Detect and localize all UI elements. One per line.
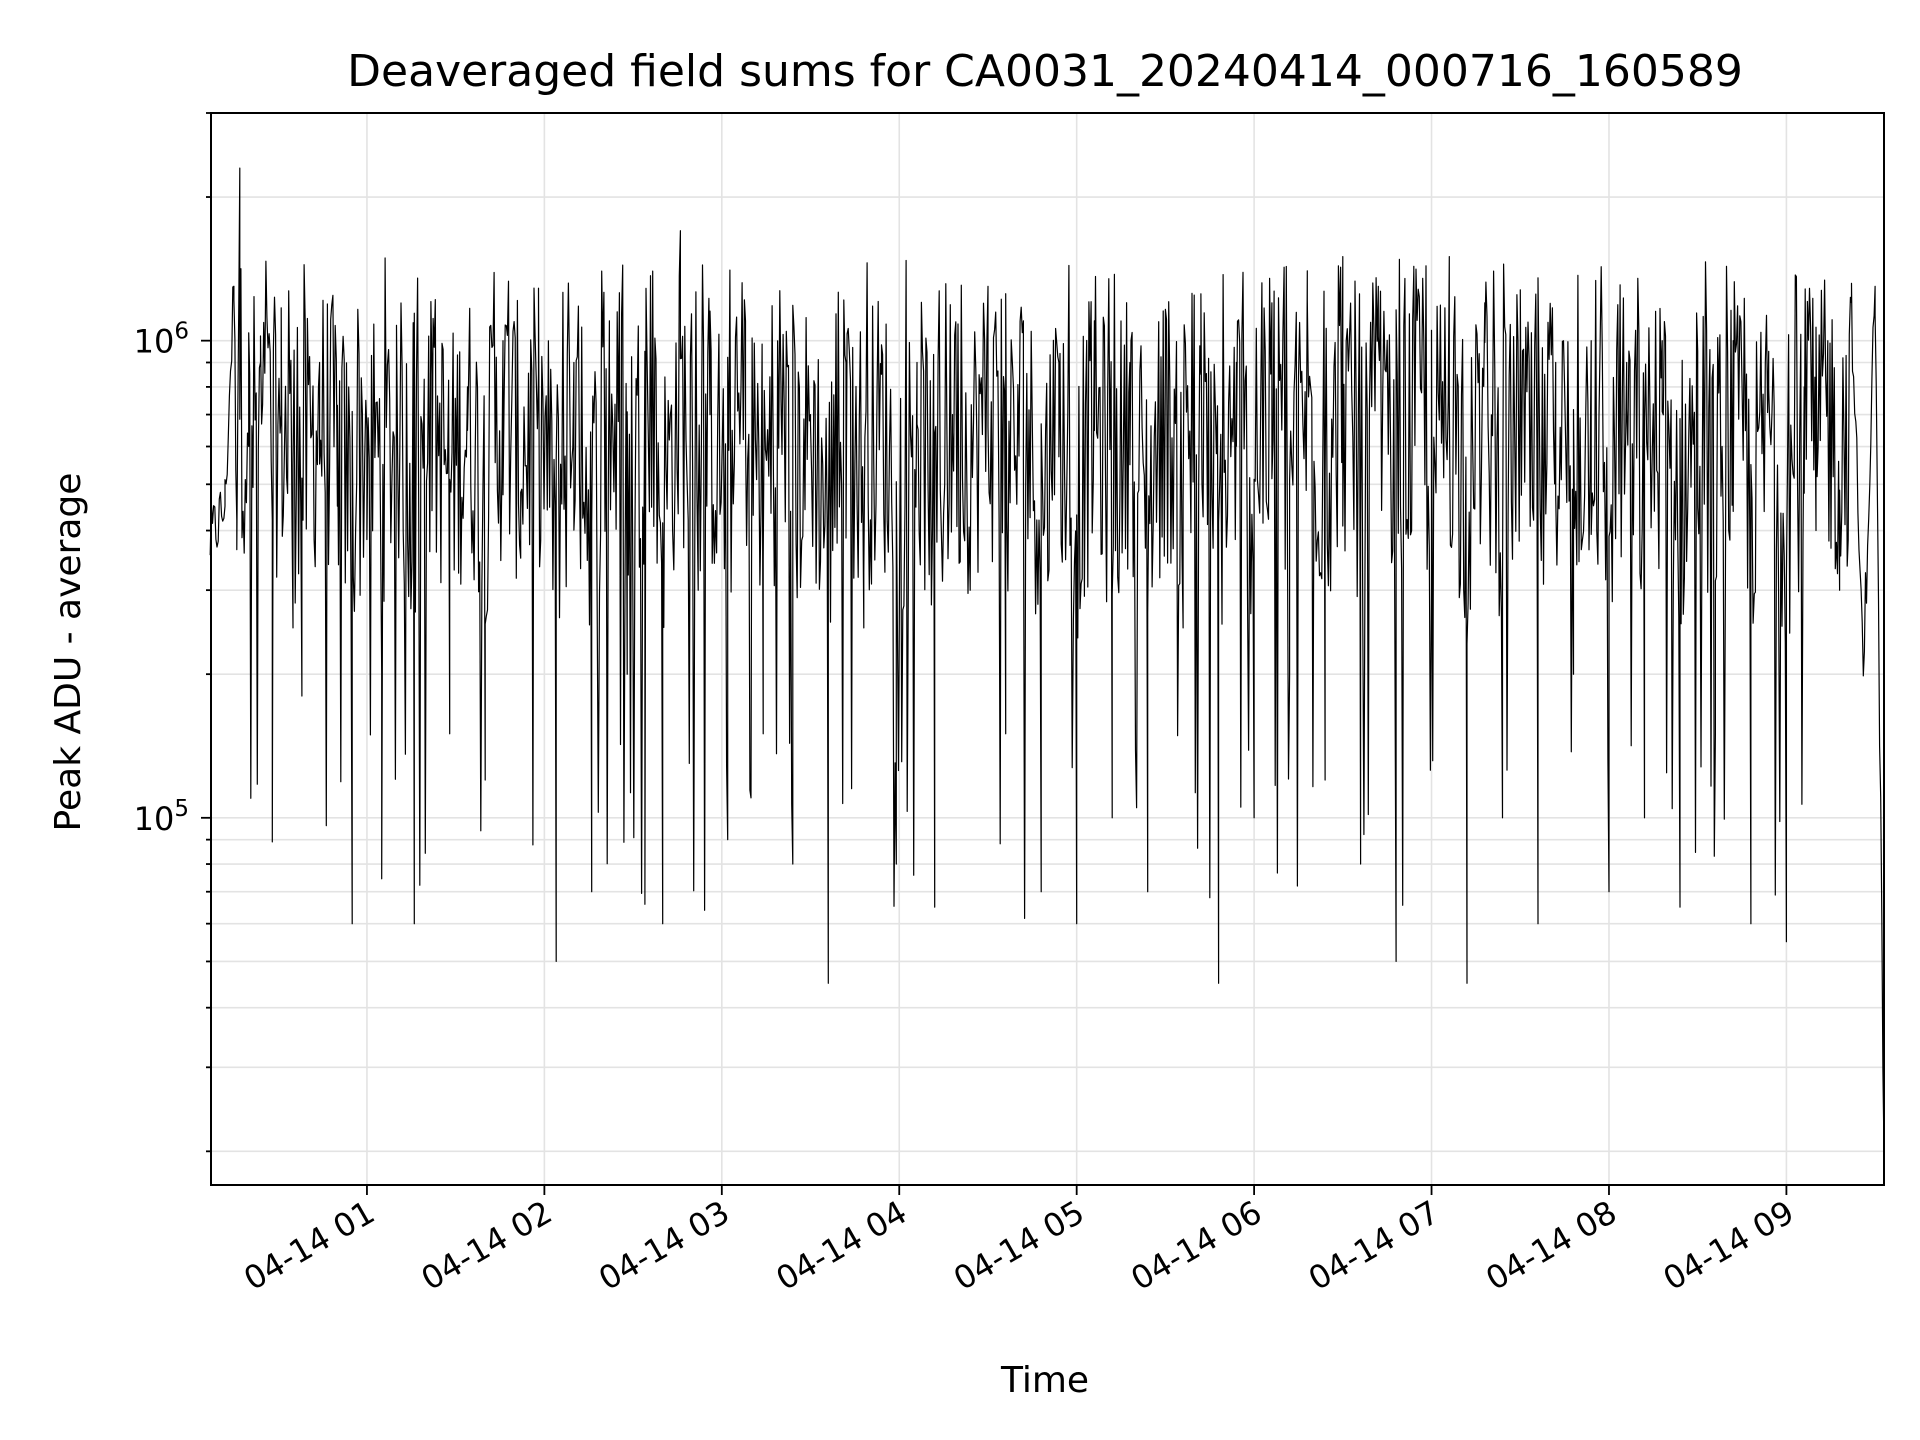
x-axis: 04-14 01 04-14 02 04-14 03 04-14 04 04-14 05… [237,1185,1800,1298]
x-tick-label: 04-14 04 [770,1193,914,1298]
x-tick-label: 04-14 03 [592,1193,736,1298]
y-axis-label: Peak ADU - average [48,473,89,832]
y-tick-label: 105 [134,796,189,838]
plot-frame [210,112,1885,1186]
x-tick-label: 04-14 07 [1302,1193,1446,1298]
x-tick-label: 04-14 05 [947,1193,1091,1298]
x-tick-label: 04-14 09 [1657,1193,1801,1298]
chart-title: Deaveraged field sums for CA0031_2024041… [347,46,1743,97]
x-axis-label: Time [1000,1360,1089,1401]
series-layer [209,167,1885,1152]
y-tick-label: 106 [134,319,189,361]
x-tick-label: 04-14 06 [1125,1193,1269,1298]
x-tick-label: 04-14 02 [415,1193,559,1298]
y-axis: 105 106 [134,112,211,1153]
grid-layer [211,112,1884,1185]
x-tick-label: 04-14 08 [1479,1193,1623,1298]
x-tick-label: 04-14 01 [237,1193,381,1298]
series-line [209,167,1885,1152]
